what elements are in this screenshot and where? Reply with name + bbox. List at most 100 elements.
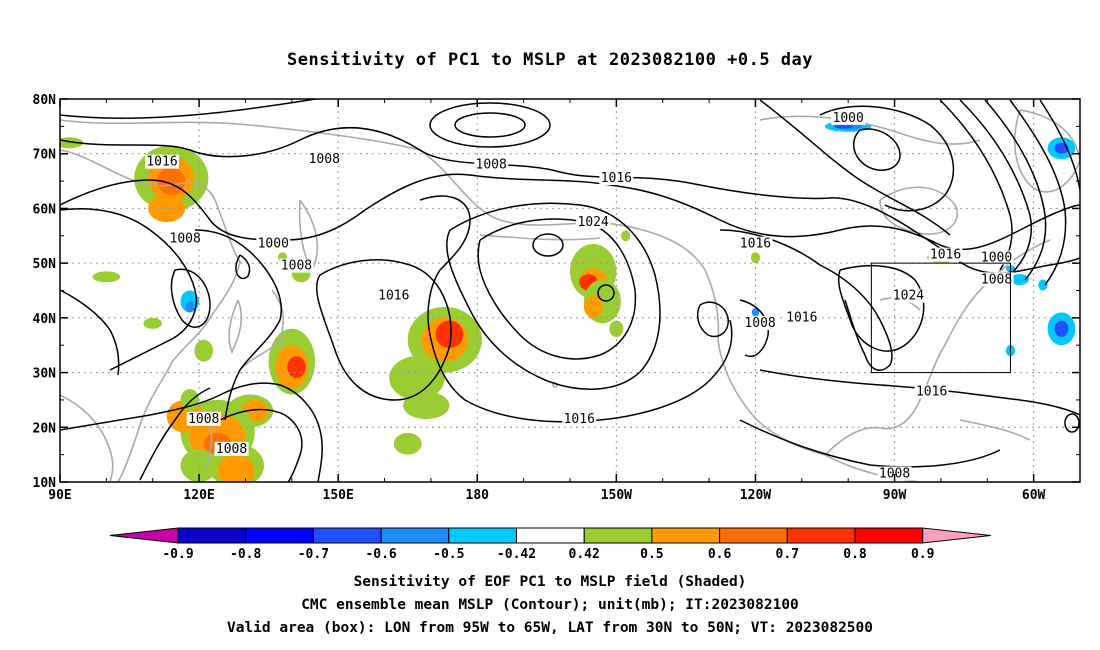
coast-caribbean [959, 419, 1031, 441]
colorbar-lower-extend [109, 527, 179, 544]
lon-label: 180 [466, 488, 490, 503]
sensitivity-patch [143, 317, 163, 329]
contour-label-bg [831, 110, 866, 125]
lat-label: 80N [33, 93, 57, 108]
sensitivity-patch-negative [185, 301, 195, 313]
lat-label: 60N [33, 202, 57, 217]
sensitivity-patch [287, 356, 306, 379]
coast-gulf [824, 344, 946, 456]
contour-line [219, 408, 303, 482]
valid-area-box [870, 262, 1011, 374]
contour-label: 1008 [744, 316, 775, 331]
contour-line [454, 112, 526, 138]
contour-label: 1016 [930, 248, 961, 263]
coast-aleutians [479, 234, 601, 241]
lon-label: 120W [740, 488, 771, 503]
contour-line [696, 301, 729, 338]
sensitivity-patch [393, 432, 422, 455]
colorbar-segment [448, 527, 517, 544]
chart-title: Sensitivity of PC1 to MSLP at 2023082100… [286, 50, 813, 70]
contour-label-bg [599, 171, 634, 186]
contour-line [60, 99, 321, 119]
contour-line [419, 195, 733, 423]
contour-label: 1024 [578, 215, 609, 230]
contour-line [532, 233, 564, 257]
sensitivity-patch-negative [1010, 274, 1029, 286]
contour-line [838, 264, 925, 352]
caption-line-1: Sensitivity of EOF PC1 to MSLP field (Sh… [353, 574, 747, 590]
sensitivity-patch [148, 194, 186, 223]
colorbar-segment [651, 527, 721, 544]
sensitivity-patch [750, 252, 761, 264]
contour-line [1009, 99, 1067, 286]
sensitivity-patch-negative [1054, 320, 1069, 338]
contour-line [597, 284, 615, 302]
contour-label: 1008 [281, 259, 312, 274]
contour-label: 1016 [146, 155, 177, 170]
colorbar-segment [312, 527, 382, 544]
contour-label-bg [256, 236, 291, 251]
contour-line [60, 289, 120, 376]
sensitivity-patch [389, 356, 445, 400]
map-axes: 90E 120E 150E 180 150W 120W 90W 60W 80N 70N 60N 50N… [33, 93, 1080, 503]
lat-label: 70N [33, 148, 57, 163]
contour-label: 1016 [601, 171, 632, 186]
sensitivity-patch [60, 137, 84, 149]
contour-label-bg [279, 258, 314, 273]
lon-label: 150E [323, 488, 354, 503]
colorbar-label: 0.7 [776, 547, 799, 562]
contour-label-bg [877, 466, 912, 481]
contour-line [446, 202, 661, 390]
contour-label-bg [168, 231, 203, 246]
contour-label-bg [738, 236, 773, 251]
contour-line [60, 207, 197, 371]
colorbar-label: 0.9 [911, 547, 934, 562]
sensitivity-patch [217, 454, 255, 482]
sensitivity-patch [403, 391, 450, 420]
contour-label: 1008 [170, 231, 201, 246]
colorbar-label: 0.42 [569, 547, 600, 562]
contour-label: 1000 [981, 250, 1012, 265]
contour-line [1039, 99, 1080, 191]
contour-label-bg [743, 316, 778, 331]
contour-label-bg [214, 441, 249, 456]
contour-label: 1008 [216, 442, 247, 457]
contour-label: 1008 [476, 157, 507, 172]
sensitivity-patch [92, 271, 121, 283]
contour-label: 1024 [893, 289, 924, 304]
lat-label: 10N [33, 476, 57, 491]
colorbar-label: -0.6 [365, 547, 396, 562]
contour-label: 1000 [258, 237, 289, 252]
contour-label-bg [979, 272, 1014, 287]
sensitivity-patch-negative [1054, 142, 1069, 154]
lon-label: 90E [48, 488, 71, 503]
contour-label: 1008 [309, 152, 340, 167]
colorbar-label: -0.5 [433, 547, 464, 562]
colorbar-segment [516, 527, 585, 544]
coast-hudson [879, 186, 958, 235]
contour-label-bg [928, 247, 963, 262]
lat-label: 20N [33, 421, 57, 436]
coast-greenland [1014, 109, 1080, 193]
contour-line [194, 229, 282, 421]
contour-line [759, 99, 951, 236]
sensitivity-patch [621, 230, 631, 242]
colorbar-label: -0.8 [230, 547, 261, 562]
contour-line [719, 229, 893, 371]
lon-label: 90W [883, 488, 907, 503]
lat-label: 30N [33, 367, 57, 382]
contour-line [1064, 413, 1080, 433]
lat-label: 50N [33, 257, 57, 272]
contour-label-bg [914, 384, 949, 399]
colorbar-upper-extend [922, 527, 991, 544]
contour-label-bg [307, 151, 342, 166]
lon-label: 60W [1022, 488, 1046, 503]
colorbar: -0.9 -0.8 -0.7 -0.6 -0.5 -0.42 0.42 0.5 0.6 0.7 0.… [109, 527, 991, 562]
colorbar-segment [177, 527, 247, 544]
contour-line [819, 105, 955, 212]
contour-label-bg [474, 157, 509, 172]
sensitivity-patch-negative [834, 124, 853, 129]
contour-label: 1008 [981, 272, 1012, 287]
coast-siberia-north [60, 119, 421, 151]
